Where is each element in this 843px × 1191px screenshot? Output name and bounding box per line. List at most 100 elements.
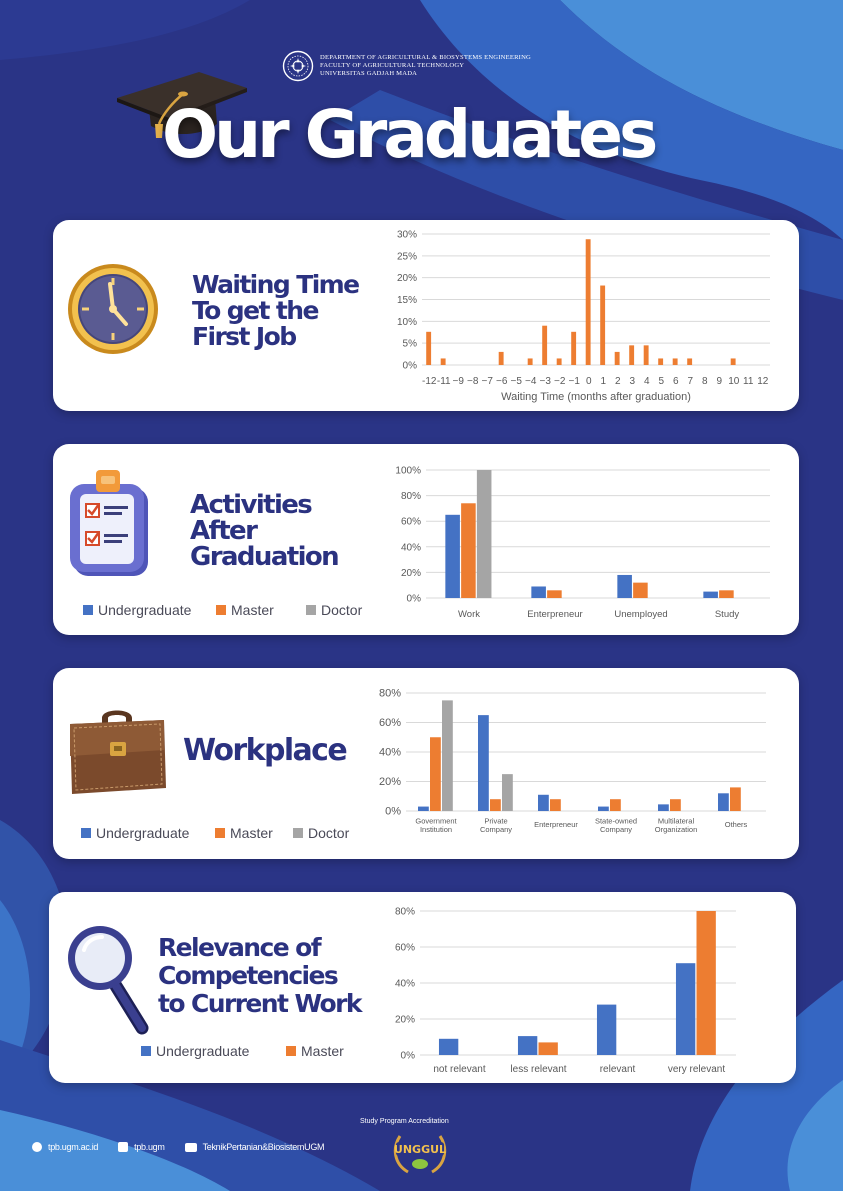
x-tick-label: 7 (687, 376, 693, 387)
bar (687, 358, 693, 365)
briefcase-icon (70, 710, 166, 794)
website-link[interactable]: tpb.ugm.ac.id (32, 1142, 98, 1152)
bar (643, 345, 649, 365)
waiting-time-chart: 0%5%10%15%20%25%30%-12 -11 −9 −8 −7 −6 −5 −4 −3−… (397, 230, 770, 403)
legend-item-doctor: Doctor (293, 825, 349, 841)
instagram-icon (118, 1142, 129, 1152)
bar (442, 700, 453, 811)
youtube-icon (184, 1142, 197, 1152)
bar (476, 470, 492, 598)
y-tick-label: 40% (395, 979, 415, 990)
relevance-legend: Undergraduate Master (141, 1043, 344, 1059)
bar (670, 799, 681, 811)
bar (547, 590, 562, 598)
y-tick-label: 10% (397, 317, 417, 328)
youtube-link[interactable]: TeknikPertanian&BiosistemUGM (184, 1142, 325, 1152)
bar (585, 239, 591, 365)
x-tick-label: −7 (482, 376, 494, 387)
graduation-cap-icon (117, 72, 247, 138)
workplace-card (53, 668, 799, 859)
x-tick-label: 8 (702, 376, 708, 387)
bar (517, 1036, 538, 1055)
x-tick-label: Others (725, 820, 748, 829)
footer-links: tpb.ugm.ac.id tpb.ugm TeknikPertanian&Bi… (32, 1142, 325, 1152)
x-tick-label: Study (715, 609, 740, 620)
y-tick-label: 25% (397, 251, 417, 262)
y-tick-label: 15% (397, 295, 417, 306)
legend-item-undergraduate: Undergraduate (141, 1043, 286, 1059)
workplace-legend: Undergraduate Master Doctor (81, 825, 349, 841)
y-tick-label: 0% (401, 1051, 416, 1062)
activities-title: Activities After Graduation (190, 490, 340, 572)
x-tick-label: Institution (420, 825, 452, 834)
y-tick-label: 60% (379, 717, 401, 729)
y-tick-label: 20% (397, 273, 417, 284)
x-tick-label: Company (480, 825, 512, 834)
x-axis-label: Waiting Time (months after graduation) (501, 391, 691, 403)
bar (658, 358, 664, 365)
y-tick-label: 80% (401, 491, 421, 502)
legend-label: Undergraduate (96, 825, 190, 841)
bar (718, 793, 729, 811)
bar (719, 590, 734, 598)
instagram-link[interactable]: tpb.ugm (118, 1142, 165, 1152)
x-tick-label: 2 (615, 376, 621, 387)
bar (426, 331, 432, 365)
x-tick-label: 9 (716, 376, 722, 387)
x-tick-label: −5 (511, 376, 523, 387)
relevance-card (49, 892, 796, 1083)
bar (461, 503, 476, 598)
legend-item-master: Master (216, 602, 306, 618)
bar (598, 806, 609, 811)
legend-label: Doctor (308, 825, 350, 841)
y-tick-label: 0% (403, 361, 418, 372)
x-tick-label: −6 (496, 376, 508, 387)
bar (542, 325, 548, 365)
x-tick-label: −2 (554, 376, 566, 387)
x-tick-label: 11 (743, 376, 754, 387)
bar (614, 351, 620, 365)
activities-card (53, 444, 799, 635)
x-tick-label: −3 (540, 376, 552, 387)
bar (629, 345, 635, 365)
x-tick-label: Company (600, 825, 632, 834)
x-tick-label: −9 (453, 376, 465, 387)
x-tick-label: Enterpreneur (534, 820, 578, 829)
x-tick-label: very relevant (668, 1064, 725, 1075)
x-tick-label: 4 (644, 376, 650, 387)
bar (571, 331, 577, 365)
bar (633, 582, 648, 598)
y-tick-label: 0% (407, 594, 422, 605)
x-tick-label: Organization (655, 825, 698, 834)
bar (617, 574, 632, 598)
y-tick-label: 100% (395, 466, 421, 477)
x-tick-label: 1 (600, 376, 606, 387)
x-tick-label: Work (458, 609, 480, 620)
y-tick-label: 40% (401, 542, 421, 553)
bar (490, 799, 501, 811)
legend-item-undergraduate: Undergraduate (83, 602, 216, 618)
institution-header: DEPARTMENT OF AGRICULTURAL & BIOSYSTEMS … (282, 50, 531, 82)
legend-item-undergraduate: Undergraduate (81, 825, 215, 841)
bar (600, 285, 606, 365)
legend-label: Master (231, 602, 274, 618)
relevance-chart: 0% 20% 40% 60% 80% not relevant less relevant r… (395, 907, 736, 1075)
bar (502, 774, 513, 811)
x-tick-label: not relevant (433, 1064, 485, 1075)
legend-label: Master (301, 1043, 344, 1059)
legend-item-doctor: Doctor (306, 602, 362, 618)
bar (556, 358, 562, 365)
x-tick-label: less relevant (510, 1064, 566, 1075)
legend-item-master: Master (215, 825, 293, 841)
bar (538, 794, 549, 811)
bar (527, 358, 533, 365)
activities-chart: 0% 20% 40% 60% 80% 100% Work Enterpreneur Unempl… (395, 466, 770, 620)
bar (610, 799, 621, 811)
legend-label: Undergraduate (98, 602, 192, 618)
x-tick-label: −1 (569, 376, 581, 387)
legend-item-master: Master (286, 1043, 344, 1059)
university-name: UNIVERSITAS GADJAH MADA (320, 70, 418, 77)
x-tick-label: -11 (437, 376, 451, 387)
youtube-text: TeknikPertanian&BiosistemUGM (202, 1142, 325, 1152)
bar (696, 911, 716, 1055)
